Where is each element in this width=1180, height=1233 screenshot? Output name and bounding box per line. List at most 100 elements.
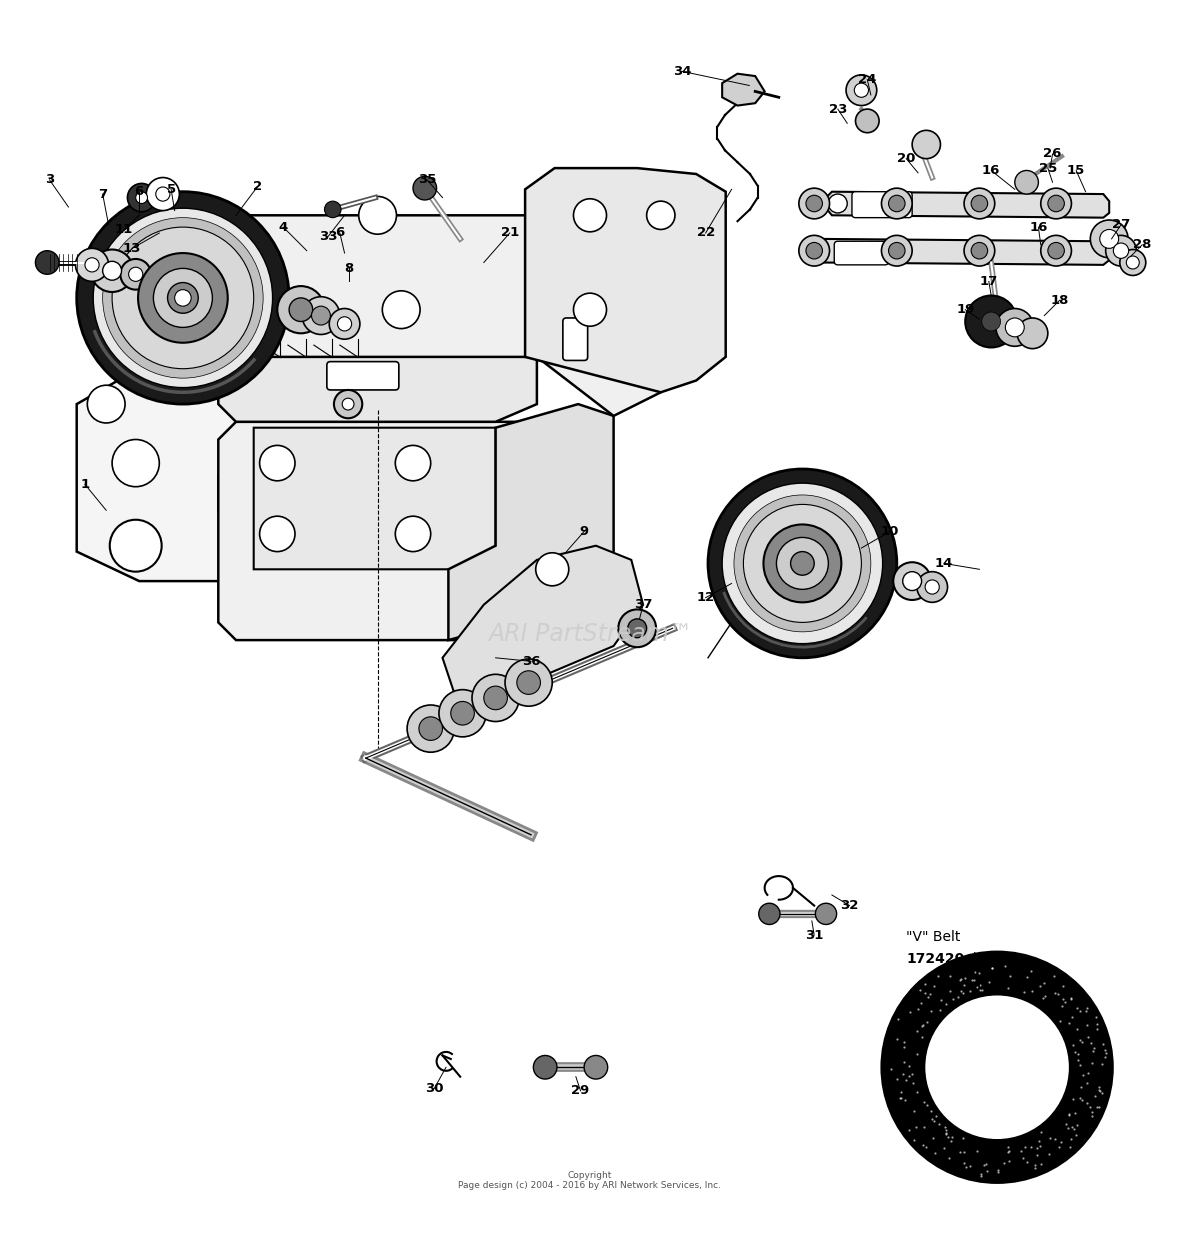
Circle shape <box>799 189 830 218</box>
Circle shape <box>395 445 431 481</box>
Text: 10: 10 <box>880 525 899 538</box>
Circle shape <box>472 674 519 721</box>
Polygon shape <box>218 191 684 416</box>
Circle shape <box>146 178 179 211</box>
Circle shape <box>302 297 340 334</box>
Circle shape <box>93 208 273 387</box>
Text: ARI PartStream™: ARI PartStream™ <box>487 623 693 646</box>
Text: 29: 29 <box>571 1084 590 1097</box>
Circle shape <box>799 236 830 266</box>
Circle shape <box>881 952 1113 1182</box>
Text: 20: 20 <box>897 152 916 165</box>
Circle shape <box>484 686 507 710</box>
Circle shape <box>407 705 454 752</box>
Polygon shape <box>254 428 496 570</box>
Circle shape <box>1090 219 1128 258</box>
Circle shape <box>1017 318 1048 349</box>
Circle shape <box>264 291 302 328</box>
Circle shape <box>312 306 330 326</box>
Circle shape <box>912 131 940 159</box>
Circle shape <box>168 282 198 313</box>
Text: 37: 37 <box>634 598 653 612</box>
Circle shape <box>329 308 360 339</box>
Circle shape <box>791 551 814 576</box>
Polygon shape <box>814 239 1109 265</box>
Text: 12: 12 <box>696 591 715 604</box>
Circle shape <box>815 904 837 925</box>
Circle shape <box>505 658 552 707</box>
Text: 26: 26 <box>1043 148 1062 160</box>
Circle shape <box>1005 318 1024 337</box>
Text: 19: 19 <box>956 303 975 316</box>
Circle shape <box>77 191 289 404</box>
Circle shape <box>153 269 212 328</box>
Circle shape <box>1120 249 1146 275</box>
Circle shape <box>35 250 59 274</box>
Circle shape <box>103 261 122 280</box>
Circle shape <box>138 253 228 343</box>
Circle shape <box>573 293 607 327</box>
Text: 3: 3 <box>45 174 54 186</box>
Circle shape <box>965 296 1017 348</box>
Circle shape <box>722 483 883 644</box>
Circle shape <box>917 572 948 603</box>
Circle shape <box>996 308 1034 346</box>
Circle shape <box>536 552 569 586</box>
Circle shape <box>763 524 841 603</box>
Text: 16: 16 <box>982 164 1001 178</box>
Circle shape <box>925 580 939 594</box>
Text: 34: 34 <box>673 65 691 78</box>
Circle shape <box>881 189 912 218</box>
Text: 7: 7 <box>98 187 107 201</box>
Text: 22: 22 <box>696 227 715 239</box>
Circle shape <box>893 562 931 600</box>
Circle shape <box>1041 236 1071 266</box>
Circle shape <box>708 469 897 657</box>
Circle shape <box>112 227 254 369</box>
Circle shape <box>903 572 922 591</box>
Polygon shape <box>218 422 543 640</box>
Circle shape <box>776 538 828 589</box>
Text: 36: 36 <box>522 655 540 668</box>
Circle shape <box>175 290 191 306</box>
Circle shape <box>91 249 133 292</box>
Circle shape <box>413 176 437 200</box>
Circle shape <box>618 609 656 647</box>
Circle shape <box>277 286 325 333</box>
Polygon shape <box>442 546 643 711</box>
Circle shape <box>451 702 474 725</box>
Circle shape <box>517 671 540 694</box>
Text: 14: 14 <box>935 557 953 570</box>
Text: 4: 4 <box>278 221 288 233</box>
Text: 24: 24 <box>858 73 877 86</box>
Circle shape <box>1100 229 1119 248</box>
Circle shape <box>260 517 295 551</box>
Text: Copyright
Page design (c) 2004 - 2016 by ARI Network Services, Inc.: Copyright Page design (c) 2004 - 2016 by… <box>459 1171 721 1190</box>
Text: 32: 32 <box>840 899 859 912</box>
Text: 172420: 172420 <box>906 952 964 965</box>
Text: 17: 17 <box>979 275 998 287</box>
Circle shape <box>439 689 486 737</box>
Circle shape <box>359 196 396 234</box>
Polygon shape <box>722 74 765 106</box>
Circle shape <box>76 248 109 281</box>
Circle shape <box>846 75 877 106</box>
Circle shape <box>889 243 905 259</box>
Polygon shape <box>525 168 726 392</box>
Text: 28: 28 <box>1133 238 1152 252</box>
Circle shape <box>881 236 912 266</box>
Text: 2: 2 <box>253 180 262 194</box>
Circle shape <box>87 385 125 423</box>
Text: 18: 18 <box>1050 293 1069 307</box>
Text: 6: 6 <box>135 185 144 199</box>
Circle shape <box>533 1055 557 1079</box>
Text: 27: 27 <box>1112 218 1130 232</box>
Circle shape <box>628 619 647 637</box>
Circle shape <box>136 191 148 203</box>
Circle shape <box>1041 189 1071 218</box>
Text: 23: 23 <box>828 102 847 116</box>
Circle shape <box>828 194 847 213</box>
Circle shape <box>964 236 995 266</box>
Circle shape <box>1126 256 1139 269</box>
Circle shape <box>647 201 675 229</box>
